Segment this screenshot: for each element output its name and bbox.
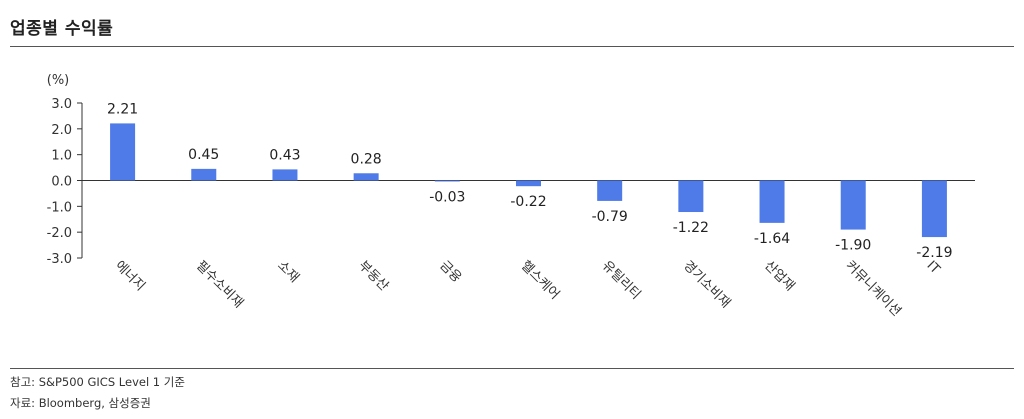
data-label: -2.19 xyxy=(916,245,952,261)
bar xyxy=(434,180,460,182)
bar xyxy=(191,168,217,181)
bar-chart: (%) 3.0 2.0 1.0 0.0 -1.0 -2.0 -3.0 2.21 에너지 0.45 필… xyxy=(47,73,975,320)
bar xyxy=(759,180,785,223)
category-label: 부동산 xyxy=(355,258,391,294)
y-tick-label: 2.0 xyxy=(51,123,72,138)
bar xyxy=(516,180,541,187)
y-tick-label: -2.0 xyxy=(47,226,72,241)
bar xyxy=(678,180,704,213)
category-label: 소재 xyxy=(274,258,302,286)
data-label: -0.22 xyxy=(510,194,546,210)
y-tick-label: 1.0 xyxy=(51,149,72,164)
category-label: 필수소비재 xyxy=(193,258,246,311)
data-label: 2.21 xyxy=(107,101,138,117)
bar xyxy=(921,180,947,238)
bar-layer xyxy=(110,123,947,238)
y-tick-label: -3.0 xyxy=(47,252,72,267)
top-divider xyxy=(10,46,1014,47)
bar xyxy=(353,173,379,181)
bottom-divider xyxy=(10,368,1014,369)
data-label: -0.79 xyxy=(592,209,628,225)
category-label: 커뮤니케이션 xyxy=(842,258,903,319)
label-layer: 2.21 에너지 0.45 필수소비재 0.43 소재 0.28 부동산 -0.03 금융 -0.2… xyxy=(107,101,953,319)
bar xyxy=(597,180,623,201)
y-tick-label: 0.0 xyxy=(51,175,72,190)
data-label: 0.45 xyxy=(188,147,219,163)
data-label: 0.43 xyxy=(269,147,300,163)
category-label: 에너지 xyxy=(112,258,148,294)
y-tick-label: 3.0 xyxy=(51,97,72,112)
data-label: -1.90 xyxy=(835,238,871,254)
y-unit-label: (%) xyxy=(47,73,70,88)
reference-note: 참고: S&P500 GICS Level 1 기준 xyxy=(10,375,185,389)
bar xyxy=(840,180,866,230)
category-label: 금융 xyxy=(436,258,464,286)
category-label: 산업재 xyxy=(761,258,797,294)
bar xyxy=(272,169,298,181)
y-tick-label: -1.0 xyxy=(47,200,72,215)
category-label: 유틸리티 xyxy=(599,258,643,302)
chart-title: 업종별 수익률 xyxy=(10,19,114,39)
category-label: 경기소비재 xyxy=(680,258,733,311)
data-label: -1.64 xyxy=(754,231,790,247)
bar xyxy=(110,123,136,181)
category-label: 헬스케어 xyxy=(518,258,562,302)
data-label: -1.22 xyxy=(673,220,709,236)
source-note: 자료: Bloomberg, 삼성증권 xyxy=(10,396,151,410)
data-label: 0.28 xyxy=(351,151,382,167)
data-label: -0.03 xyxy=(429,189,465,205)
